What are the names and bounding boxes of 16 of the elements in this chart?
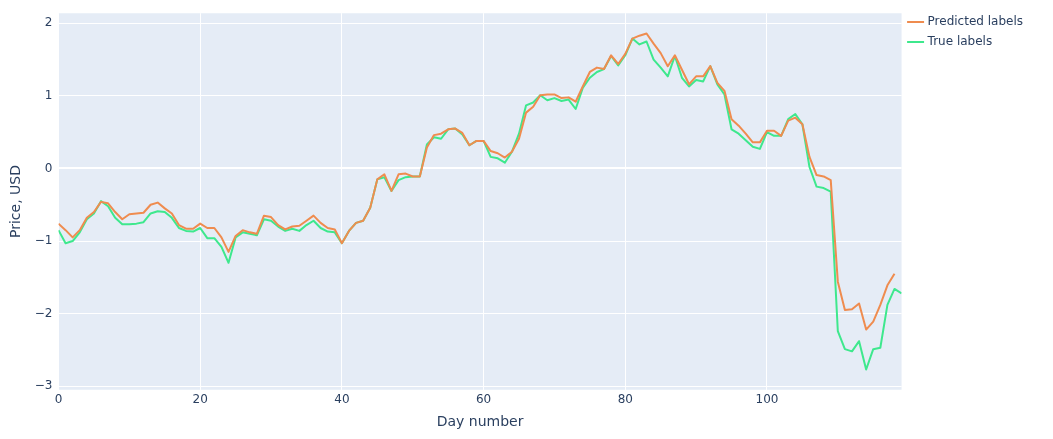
y-tick-label: −1 bbox=[34, 233, 53, 248]
x-tick-label: 20 bbox=[192, 392, 208, 407]
legend-label: Predicted labels bbox=[927, 14, 1023, 29]
y-tick-label: −3 bbox=[34, 378, 53, 393]
x-axis-title: Day number bbox=[436, 413, 524, 430]
x-tick-label: 40 bbox=[334, 392, 350, 407]
x-tick-label: 80 bbox=[617, 392, 633, 407]
x-tick-label: 0 bbox=[54, 392, 63, 407]
x-tick-label: 100 bbox=[755, 392, 779, 407]
y-axis-title: Price, USD bbox=[7, 165, 24, 238]
y-tick-label: 2 bbox=[44, 15, 53, 30]
x-tick-label: 60 bbox=[475, 392, 492, 407]
legend-label: True labels bbox=[926, 34, 993, 49]
y-tick-label: 0 bbox=[44, 160, 53, 175]
y-tick-label: −2 bbox=[34, 305, 53, 320]
y-tick-label: 1 bbox=[44, 88, 53, 103]
